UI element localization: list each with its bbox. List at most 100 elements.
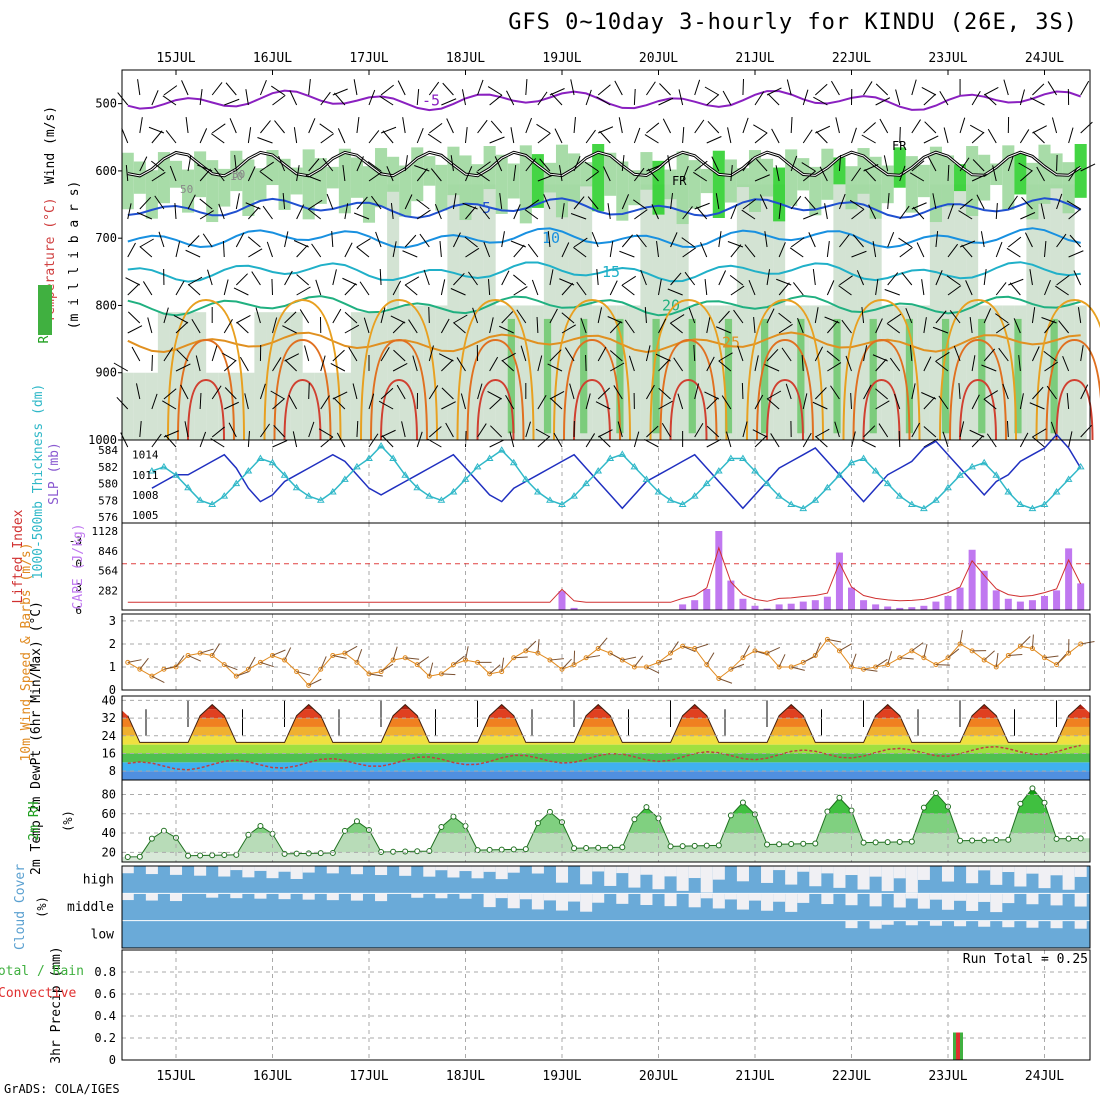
cloud-cell — [242, 866, 255, 878]
wind-barb — [1021, 196, 1033, 210]
rh-marker — [872, 839, 879, 846]
wind-barb — [742, 78, 744, 96]
wind-barb — [912, 206, 925, 220]
rh-shade — [495, 305, 508, 440]
rh-shade-mid — [580, 162, 593, 187]
wind-barb — [839, 234, 850, 248]
wind-barb — [1018, 355, 1021, 372]
wind-barb — [137, 79, 141, 96]
wind-barb — [257, 137, 273, 144]
cloud-cell — [278, 893, 291, 900]
wind-barb — [501, 657, 505, 672]
wind-barb — [730, 165, 733, 182]
wind-barb — [151, 433, 162, 448]
wind-speed-marker — [595, 646, 601, 652]
panel-frame — [121, 949, 1091, 1061]
wind-barb — [669, 322, 683, 334]
wind-barb — [489, 397, 502, 410]
cape-bar — [944, 595, 952, 610]
wind-barb — [272, 398, 285, 410]
wind-barb — [273, 424, 285, 438]
cloud-cell — [785, 893, 798, 912]
rh-shade — [1074, 305, 1087, 440]
wind-barb — [344, 324, 360, 334]
cloud-cell — [821, 893, 834, 905]
rh-shade-mid — [1014, 154, 1027, 195]
wind-barb — [236, 315, 251, 324]
cloud-cell — [1026, 893, 1039, 905]
rh-marker — [667, 843, 674, 850]
cloud-cell — [905, 893, 918, 899]
cloud-cell — [881, 866, 894, 892]
wind-barb — [923, 317, 927, 334]
rh-shade-mid — [278, 158, 291, 210]
wind-barb — [984, 93, 997, 106]
wind-barb — [477, 383, 483, 400]
wind-barb — [658, 318, 667, 334]
wind-barb — [1069, 234, 1082, 248]
cloud-cell — [688, 866, 701, 879]
wind-barb — [851, 127, 857, 144]
wind-barb — [781, 347, 792, 362]
temperature-contour — [127, 261, 1081, 283]
wind-barb — [404, 194, 413, 210]
run-total: Run Total = 0.25 — [962, 952, 1088, 967]
wind-barb — [465, 127, 468, 144]
wind-barb — [501, 311, 514, 324]
y-tick-label: 578 — [98, 494, 118, 507]
wind-barb — [440, 318, 450, 334]
precip-legend-total: Total / Rain — [0, 964, 84, 979]
wind-barb — [537, 639, 540, 654]
wind-speed-line — [127, 638, 1082, 687]
rh-marker — [305, 850, 312, 857]
wind-barb — [812, 401, 828, 410]
wind-barb — [827, 362, 842, 372]
cloud-cell — [1014, 866, 1027, 887]
wind-barb — [380, 84, 394, 96]
wind-barb — [935, 270, 943, 286]
wind-barb — [879, 118, 889, 134]
wind-barb — [247, 236, 261, 248]
cloud-cell — [483, 893, 496, 908]
wind-barb — [1008, 653, 1023, 656]
x-tick-label-top: 19JUL — [542, 51, 581, 66]
warm-contour — [756, 338, 814, 441]
thickness-marker — [1028, 504, 1037, 512]
wind-barb — [513, 165, 517, 182]
wind-barb — [139, 238, 154, 248]
wind-speed-marker — [716, 675, 722, 681]
wind-barb — [1036, 166, 1045, 182]
rh-shade-low — [652, 318, 660, 434]
cloud-cell — [350, 893, 363, 901]
chart-title: GFS 0~10day 3-hourly for KINDU (26E, 3S) — [508, 10, 1078, 35]
wind-barb — [958, 383, 961, 400]
wind-barb — [211, 82, 223, 96]
wind-barb — [191, 319, 201, 334]
wind-barb — [151, 130, 163, 144]
wind-barb — [233, 287, 249, 296]
wind-barb — [282, 193, 286, 210]
thickness-marker — [919, 504, 928, 512]
wind-barb — [356, 649, 363, 663]
wind-barb — [292, 431, 298, 448]
thickness-marker — [992, 471, 1001, 478]
cloud-cell — [1074, 893, 1087, 907]
wind-barb — [559, 278, 575, 286]
wind-barb — [741, 209, 756, 220]
wind-barb — [633, 167, 645, 182]
wind-barb — [1024, 232, 1033, 248]
thickness-marker — [932, 496, 940, 503]
wind-barb — [223, 279, 229, 296]
fr-label: FR — [672, 174, 687, 188]
wind-barb — [561, 312, 575, 324]
wind-barb — [499, 193, 503, 210]
wind-barb — [125, 165, 129, 182]
wind-barb — [673, 357, 684, 372]
wind-barb — [308, 382, 310, 400]
cloud-cell — [459, 866, 472, 872]
wind-barb — [537, 355, 543, 372]
wind-barb — [585, 393, 591, 410]
rh-shade-low — [1014, 318, 1022, 434]
wind-barb — [416, 198, 430, 210]
x-tick-label-top: 18JUL — [446, 51, 485, 66]
